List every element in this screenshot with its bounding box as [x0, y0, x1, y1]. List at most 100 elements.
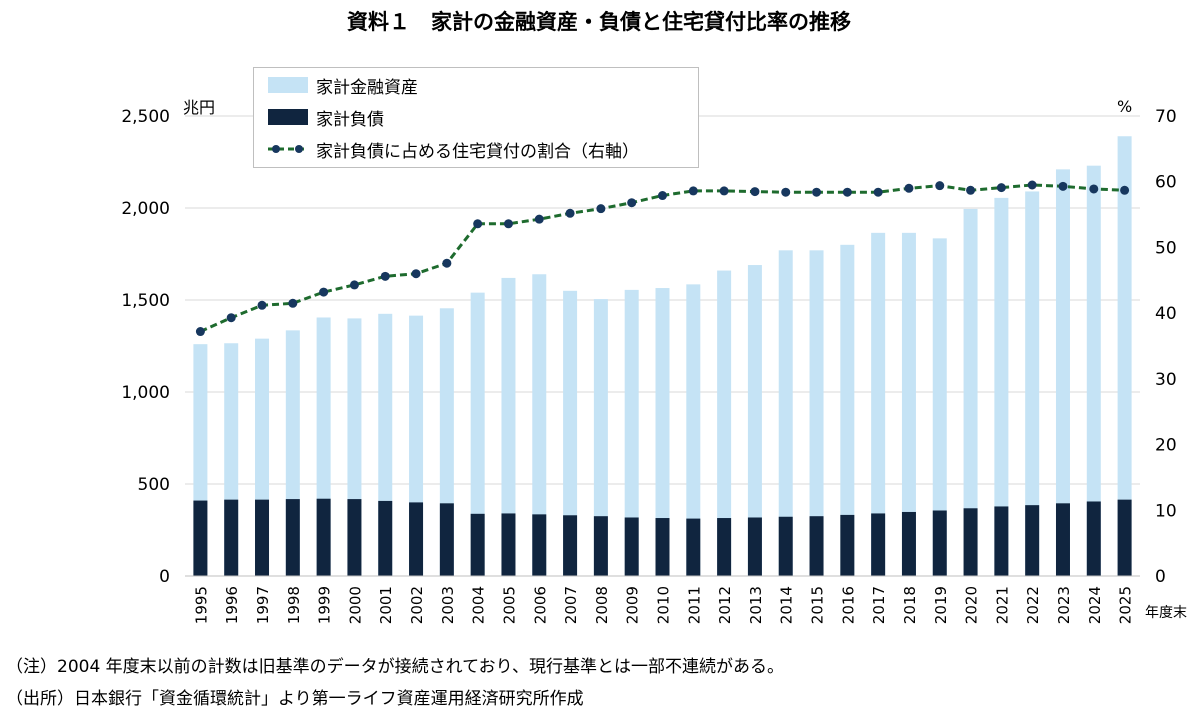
- legend-item-liabilities: 家計負債: [268, 103, 384, 131]
- bar-liabilities: [593, 516, 608, 576]
- bar-assets: [532, 274, 547, 576]
- right-tick-label: 60: [1155, 173, 1177, 193]
- chart-title: 資料１ 家計の金融資産・負債と住宅貸付比率の推移: [347, 10, 851, 34]
- x-tick-label: 2011: [685, 586, 703, 624]
- legend-label-assets: 家計金融資産: [316, 77, 418, 98]
- bar-assets: [932, 238, 947, 577]
- bar-liabilities: [224, 499, 239, 576]
- bar-assets: [778, 250, 793, 576]
- right-tick-label: 0: [1155, 567, 1166, 587]
- left-axis-unit: 兆円: [183, 98, 216, 117]
- ratio-point: [996, 183, 1006, 193]
- x-tick-label: 2019: [932, 586, 950, 624]
- x-tick-label: 2017: [870, 586, 888, 624]
- bar-assets: [655, 288, 670, 576]
- ratio-point: [473, 219, 483, 229]
- x-tick-label: 2012: [716, 586, 734, 624]
- x-tick-label: 2004: [470, 586, 488, 624]
- bar-liabilities: [1117, 499, 1132, 576]
- ratio-point: [442, 258, 452, 268]
- x-tick-label: 1996: [223, 586, 241, 624]
- left-tick-label: 2,500: [121, 107, 170, 127]
- bar-liabilities: [778, 516, 793, 576]
- bar-assets: [470, 292, 485, 576]
- ratio-point: [966, 185, 976, 195]
- ratio-point: [1027, 180, 1037, 190]
- bar-assets: [593, 299, 608, 576]
- bar-liabilities: [1025, 505, 1040, 576]
- legend-label-ratio: 家計負債に占める住宅貸付の割合（右軸）: [316, 141, 639, 162]
- ratio-point: [904, 183, 914, 193]
- x-tick-label: 2016: [839, 586, 857, 624]
- x-tick-label: 2022: [1024, 586, 1042, 624]
- bar-assets: [563, 290, 578, 576]
- x-tick-label: 2001: [377, 586, 395, 624]
- x-tick-label: 2010: [655, 586, 673, 624]
- bar-liabilities: [347, 499, 362, 576]
- bar-assets: [717, 270, 732, 576]
- x-tick-label: 2006: [531, 586, 549, 624]
- ratio-point: [534, 214, 544, 224]
- x-tick-label: 2021: [993, 586, 1011, 624]
- bar-assets: [901, 232, 916, 576]
- bar-assets: [1117, 136, 1132, 577]
- right-tick-label: 20: [1155, 436, 1177, 456]
- bar-liabilities: [1086, 501, 1101, 576]
- bar-liabilities: [1055, 503, 1070, 576]
- legend-item-assets: 家計金融資産: [268, 71, 418, 99]
- bar-liabilities: [285, 499, 300, 576]
- bar-liabilities: [624, 517, 639, 576]
- ratio-point: [319, 287, 329, 297]
- x-tick-label: 2005: [500, 586, 518, 624]
- bar-liabilities: [409, 502, 424, 576]
- ratio-point: [935, 181, 945, 191]
- right-tick-label: 30: [1155, 370, 1177, 390]
- x-tick-label: 2020: [963, 586, 981, 624]
- x-tick-label: 2015: [809, 586, 827, 624]
- ratio-point: [781, 187, 791, 197]
- ratio-point: [658, 191, 667, 201]
- bar-liabilities: [809, 516, 824, 576]
- x-tick-label: 2008: [593, 586, 611, 624]
- x-tick-label: 1995: [192, 586, 210, 624]
- note-1: （注）2004 年度末以前の計数は旧基準のデータが接続されており、現行基準とは一…: [6, 657, 784, 677]
- bar-assets: [1025, 191, 1040, 576]
- bar-assets: [501, 277, 516, 576]
- bar-liabilities: [901, 511, 916, 576]
- ratio-point: [565, 208, 575, 218]
- right-axis-unit: %: [1117, 97, 1133, 116]
- bar-liabilities: [532, 514, 547, 576]
- bar-liabilities: [932, 510, 947, 576]
- legend-label-liabilities: 家計負債: [316, 109, 384, 130]
- ratio-point: [257, 300, 267, 310]
- bar-assets: [747, 265, 762, 576]
- bar-assets: [686, 284, 701, 576]
- bar-liabilities: [316, 498, 331, 576]
- x-axis-unit: 年度末: [1145, 605, 1187, 621]
- x-tick-label: 2023: [1055, 586, 1073, 624]
- x-tick-label: 2025: [1117, 586, 1135, 624]
- bar-assets: [840, 244, 855, 577]
- note-2: （出所）日本銀行「資金循環統計」より第一ライフ資産運用経済研究所作成: [6, 689, 584, 709]
- ratio-point: [812, 187, 822, 197]
- bar-assets: [624, 289, 639, 576]
- ratio-point: [842, 187, 852, 197]
- bar-liabilities: [686, 518, 701, 576]
- right-tick-label: 50: [1155, 238, 1177, 258]
- x-tick-label: 2002: [408, 586, 426, 624]
- x-tick-label: 1997: [254, 586, 272, 624]
- chart-legend: 家計金融資産 家計負債 家計負債に占める住宅貸付の割合（右軸）: [253, 67, 699, 168]
- right-tick-label: 40: [1155, 304, 1177, 324]
- x-tick-label: 1998: [285, 586, 303, 624]
- bar-liabilities: [840, 514, 855, 576]
- bar-liabilities: [963, 508, 978, 576]
- ratio-point: [195, 327, 205, 337]
- bar-liabilities: [193, 500, 208, 576]
- bar-liabilities: [501, 513, 516, 576]
- left-tick-label: 2,000: [121, 199, 170, 219]
- bar-assets: [871, 232, 886, 576]
- ratio-point: [380, 271, 390, 281]
- bar-liabilities: [655, 518, 670, 576]
- bar-liabilities: [871, 513, 886, 576]
- x-tick-label: 2018: [901, 586, 919, 624]
